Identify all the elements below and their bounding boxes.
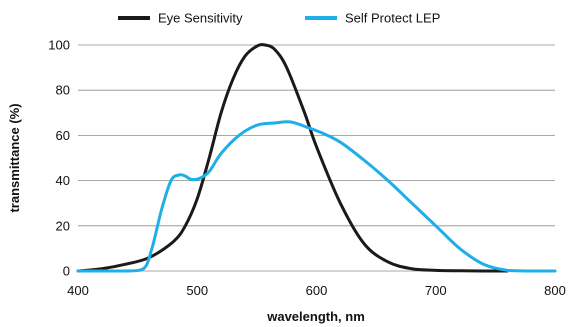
series-lines	[76, 43, 557, 273]
legend-label-1: Eye Sensitivity	[158, 11, 243, 26]
y-tick-label: 40	[56, 173, 70, 188]
x-tick-label: 500	[186, 283, 208, 298]
y-tick-label: 20	[56, 218, 70, 233]
x-tick-label: 600	[306, 283, 328, 298]
gridlines	[78, 44, 555, 272]
eye-sensitivity-line	[76, 43, 509, 273]
y-axis-title: transmittance (%)	[7, 103, 22, 212]
legend-label-2: Self Protect LEP	[345, 11, 440, 26]
x-axis-ticks: 400 500 600 700 800	[67, 283, 566, 298]
x-tick-label: 700	[425, 283, 447, 298]
x-tick-label: 400	[67, 283, 89, 298]
y-tick-label: 80	[56, 83, 70, 98]
y-axis-ticks: 0 20 40 60 80 100	[48, 38, 70, 279]
x-tick-label: 800	[544, 283, 566, 298]
y-tick-label: 60	[56, 128, 70, 143]
legend: Eye Sensitivity Self Protect LEP	[118, 11, 440, 26]
self-protect-lep-line	[76, 120, 557, 273]
y-tick-label: 100	[48, 38, 70, 53]
y-tick-label: 0	[63, 264, 70, 279]
x-axis-title: wavelength, nm	[266, 309, 365, 324]
